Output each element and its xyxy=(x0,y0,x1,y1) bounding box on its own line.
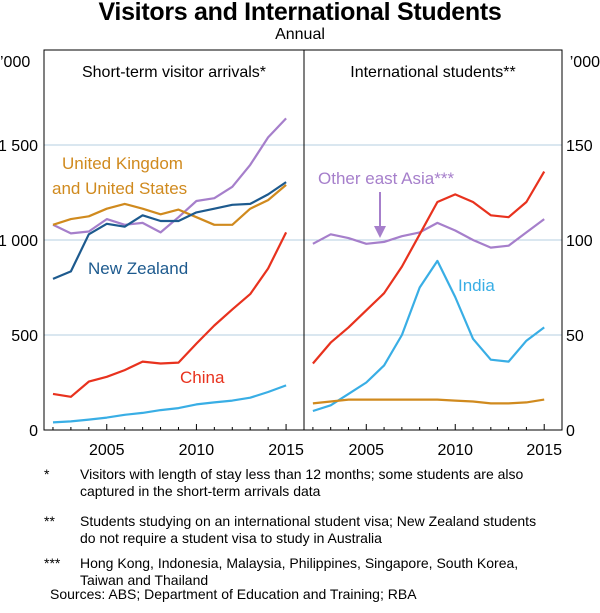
panel-title: International students** xyxy=(350,64,515,81)
series-line-united-kingdom-and-united-states xyxy=(52,184,287,226)
x-tick-label: 2015 xyxy=(526,442,562,459)
panel-visitor-arrivals: 0 500 1 000 1 500 2005 2010 2015 Short-term vis… xyxy=(0,64,304,459)
chart-subtitle: Annual xyxy=(275,26,325,43)
footnote-mark: * xyxy=(44,466,50,482)
series-label-india: India xyxy=(458,276,495,295)
sources: Sources: ABS; Department of Education an… xyxy=(50,586,417,602)
chart-title: Visitors and International Students xyxy=(98,0,502,26)
series-label-uk-us: and United States xyxy=(52,179,187,198)
series-label-china: China xyxy=(180,368,225,387)
y-unit-label-left: ’000 xyxy=(0,54,30,71)
series-line-united-kingdom-and-united-states xyxy=(312,398,545,405)
y-tick-label: 100 xyxy=(566,233,593,250)
label-arrow-head xyxy=(374,226,386,238)
footnote-text: Hong Kong, Indonesia, Malaysia, Philippi… xyxy=(80,555,519,588)
panel-title: Short-term visitor arrivals* xyxy=(82,64,266,81)
footnote-text: Visitors with length of stay less than 1… xyxy=(80,466,524,499)
series-label-new-zealand: New Zealand xyxy=(88,259,188,278)
footnote-text: Students studying on an international st… xyxy=(80,513,537,546)
series-label-other-east-asia: Other east Asia*** xyxy=(318,169,454,188)
series-line-india xyxy=(52,384,287,424)
y-tick-label: 1 000 xyxy=(0,233,38,250)
x-tick-label: 2005 xyxy=(89,442,125,459)
panel-international-students: 0 50 100 150 2005 2010 2015 International stude… xyxy=(304,64,593,459)
footnote-mark: *** xyxy=(44,555,61,571)
y-tick-label: 150 xyxy=(566,138,593,155)
y-tick-label: 0 xyxy=(29,423,38,440)
series-line-other-east-asia xyxy=(312,218,545,249)
y-tick-label: 1 500 xyxy=(0,138,38,155)
y-tick-label: 50 xyxy=(566,328,584,345)
series-line-china xyxy=(312,171,546,365)
x-tick-label: 2010 xyxy=(179,442,215,459)
plot-frame xyxy=(43,49,563,431)
series-line-india xyxy=(312,259,545,413)
series-line-china xyxy=(52,231,288,398)
y-tick-label: 500 xyxy=(11,328,38,345)
x-tick-label: 2015 xyxy=(268,442,304,459)
y-unit-label-right: ’000 xyxy=(570,54,600,71)
series-line-new-zealand xyxy=(52,181,287,280)
x-tick-label: 2005 xyxy=(348,442,384,459)
series-label-uk-us: United Kingdom xyxy=(62,154,183,173)
x-tick-label: 2010 xyxy=(437,442,473,459)
footnote-mark: ** xyxy=(44,513,55,529)
series-line-other-east-asia xyxy=(52,117,287,235)
y-tick-label: 0 xyxy=(566,423,575,440)
